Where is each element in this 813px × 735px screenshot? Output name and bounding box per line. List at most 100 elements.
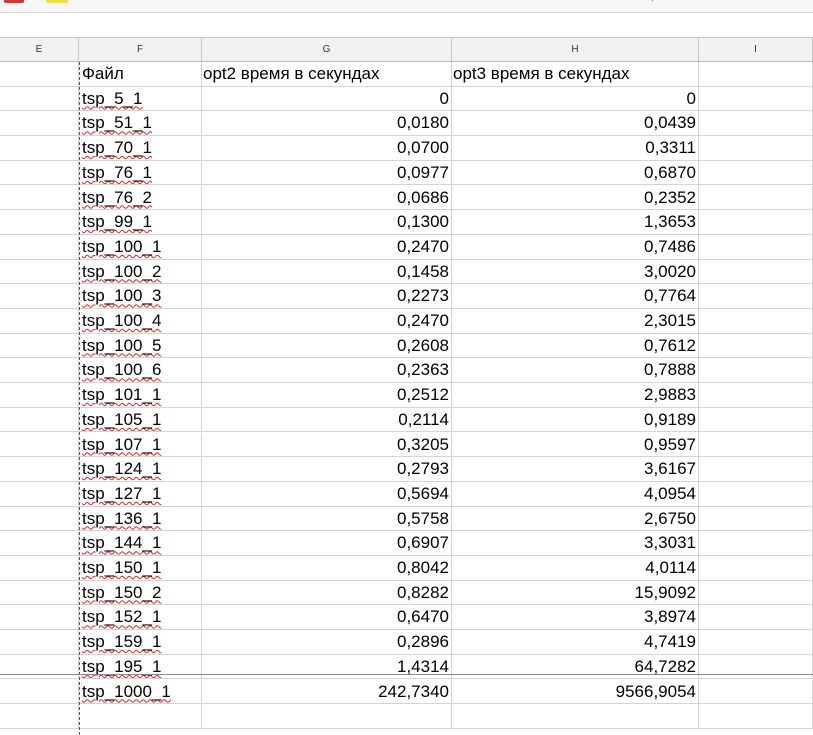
cell-opt3[interactable]: 0,7764 xyxy=(452,284,699,309)
cell[interactable] xyxy=(0,654,79,680)
cell-opt2[interactable]: 0,6907 xyxy=(202,531,452,556)
cell[interactable] xyxy=(699,383,813,408)
cell[interactable] xyxy=(699,234,813,260)
cell-file[interactable]: tsp_105_1 xyxy=(79,407,202,433)
cell-file[interactable]: tsp_1000_1 xyxy=(79,679,202,705)
cell[interactable] xyxy=(0,185,79,211)
cell-opt2[interactable]: 0,2896 xyxy=(202,630,452,655)
cell-opt2[interactable]: 242,7340 xyxy=(202,679,452,705)
column-header-h[interactable]: H xyxy=(452,38,699,61)
cell-opt3[interactable]: 64,7282 xyxy=(452,654,699,680)
cell[interactable] xyxy=(0,284,79,309)
cell-opt3[interactable]: 2,6750 xyxy=(452,506,699,532)
cell-opt3[interactable]: 3,3031 xyxy=(452,531,699,556)
cell-opt3[interactable]: 3,6167 xyxy=(452,457,699,482)
cell[interactable] xyxy=(0,86,79,112)
cell[interactable] xyxy=(699,481,813,507)
cell-file[interactable]: tsp_127_1 xyxy=(79,481,202,507)
cell[interactable] xyxy=(452,704,699,729)
cell-opt2[interactable]: 0,0180 xyxy=(202,111,452,137)
cell-opt2[interactable]: 0,8042 xyxy=(202,556,452,581)
column-header-f[interactable]: F xyxy=(79,38,202,61)
cell-file[interactable]: tsp_76_2 xyxy=(79,185,202,211)
cell-opt3[interactable]: 4,0114 xyxy=(452,556,699,581)
cell-file[interactable]: tsp_159_1 xyxy=(79,630,202,655)
cell-file[interactable]: tsp_100_6 xyxy=(79,358,202,384)
cell-opt2[interactable]: 0,2114 xyxy=(202,407,452,433)
cell-opt3[interactable]: 0,3311 xyxy=(452,136,699,161)
cell-file-header[interactable]: Файл xyxy=(79,62,202,87)
cell-file[interactable]: tsp_99_1 xyxy=(79,210,202,235)
cell-opt3[interactable]: 3,8974 xyxy=(452,605,699,631)
cell[interactable] xyxy=(0,111,79,137)
formula-bar[interactable] xyxy=(0,13,813,38)
cell[interactable] xyxy=(0,556,79,581)
cell[interactable] xyxy=(699,457,813,482)
cell[interactable] xyxy=(699,185,813,211)
cell-file[interactable]: tsp_76_1 xyxy=(79,160,202,186)
cell-opt2-header[interactable]: opt2 время в секундах xyxy=(202,62,452,87)
cell-file[interactable]: tsp_51_1 xyxy=(79,111,202,137)
cell-opt3[interactable]: 0,7486 xyxy=(452,234,699,260)
cell-opt2[interactable]: 0,0700 xyxy=(202,136,452,161)
cell-opt2[interactable]: 0 xyxy=(202,86,452,112)
cell[interactable] xyxy=(699,605,813,631)
cell[interactable] xyxy=(699,407,813,433)
cell[interactable] xyxy=(699,432,813,458)
cell-file[interactable]: tsp_101_1 xyxy=(79,383,202,408)
cell[interactable] xyxy=(0,309,79,334)
cell[interactable] xyxy=(0,234,79,260)
cell[interactable] xyxy=(0,432,79,458)
cell-opt2[interactable]: 1,4314 xyxy=(202,654,452,680)
cell[interactable] xyxy=(0,358,79,384)
cell[interactable] xyxy=(0,481,79,507)
cell[interactable] xyxy=(0,630,79,655)
cell[interactable] xyxy=(0,136,79,161)
cell[interactable] xyxy=(0,210,79,235)
cell[interactable] xyxy=(699,86,813,112)
cell-file[interactable]: tsp_124_1 xyxy=(79,457,202,482)
cell[interactable] xyxy=(699,160,813,186)
cell[interactable] xyxy=(0,457,79,482)
cell[interactable] xyxy=(0,580,79,606)
cell[interactable] xyxy=(0,506,79,532)
cell[interactable] xyxy=(699,580,813,606)
toolbar-red-icon[interactable] xyxy=(4,0,24,3)
cell-file[interactable]: tsp_136_1 xyxy=(79,506,202,532)
cell[interactable] xyxy=(699,506,813,532)
cell[interactable] xyxy=(699,309,813,334)
cell[interactable] xyxy=(699,654,813,680)
cell[interactable] xyxy=(699,284,813,309)
cell-opt3[interactable]: 9566,9054 xyxy=(452,679,699,705)
cell-opt2[interactable]: 0,2470 xyxy=(202,309,452,334)
cell-opt3[interactable]: 4,0954 xyxy=(452,481,699,507)
cell-opt3[interactable]: 0,9597 xyxy=(452,432,699,458)
cell-opt2[interactable]: 0,2273 xyxy=(202,284,452,309)
cell[interactable] xyxy=(0,605,79,631)
cell[interactable] xyxy=(699,259,813,285)
cell[interactable] xyxy=(699,679,813,705)
cell-opt2[interactable]: 0,0977 xyxy=(202,160,452,186)
cell-opt2[interactable]: 0,2512 xyxy=(202,383,452,408)
cell-opt3[interactable]: 0 xyxy=(452,86,699,112)
cell-file[interactable]: tsp_100_3 xyxy=(79,284,202,309)
cell[interactable] xyxy=(699,704,813,729)
cell-opt3[interactable]: 0,7612 xyxy=(452,333,699,359)
cell-file[interactable]: tsp_152_1 xyxy=(79,605,202,631)
cell[interactable] xyxy=(0,62,79,87)
cell-opt2[interactable]: 0,1458 xyxy=(202,259,452,285)
cell[interactable] xyxy=(0,704,79,729)
cell-opt3[interactable]: 2,9883 xyxy=(452,383,699,408)
cell-opt2[interactable]: 0,8282 xyxy=(202,580,452,606)
cell-file[interactable]: tsp_195_1 xyxy=(79,654,202,680)
cell-opt3[interactable]: 0,9189 xyxy=(452,407,699,433)
cell-file[interactable]: tsp_150_2 xyxy=(79,580,202,606)
column-header-g[interactable]: G xyxy=(202,38,452,61)
cell[interactable] xyxy=(699,531,813,556)
cell[interactable] xyxy=(699,136,813,161)
cell-opt3[interactable]: 0,6870 xyxy=(452,160,699,186)
cell[interactable] xyxy=(699,358,813,384)
cell-opt3[interactable]: 1,3653 xyxy=(452,210,699,235)
cell-opt3[interactable]: 3,0020 xyxy=(452,259,699,285)
cell-file[interactable]: tsp_70_1 xyxy=(79,136,202,161)
